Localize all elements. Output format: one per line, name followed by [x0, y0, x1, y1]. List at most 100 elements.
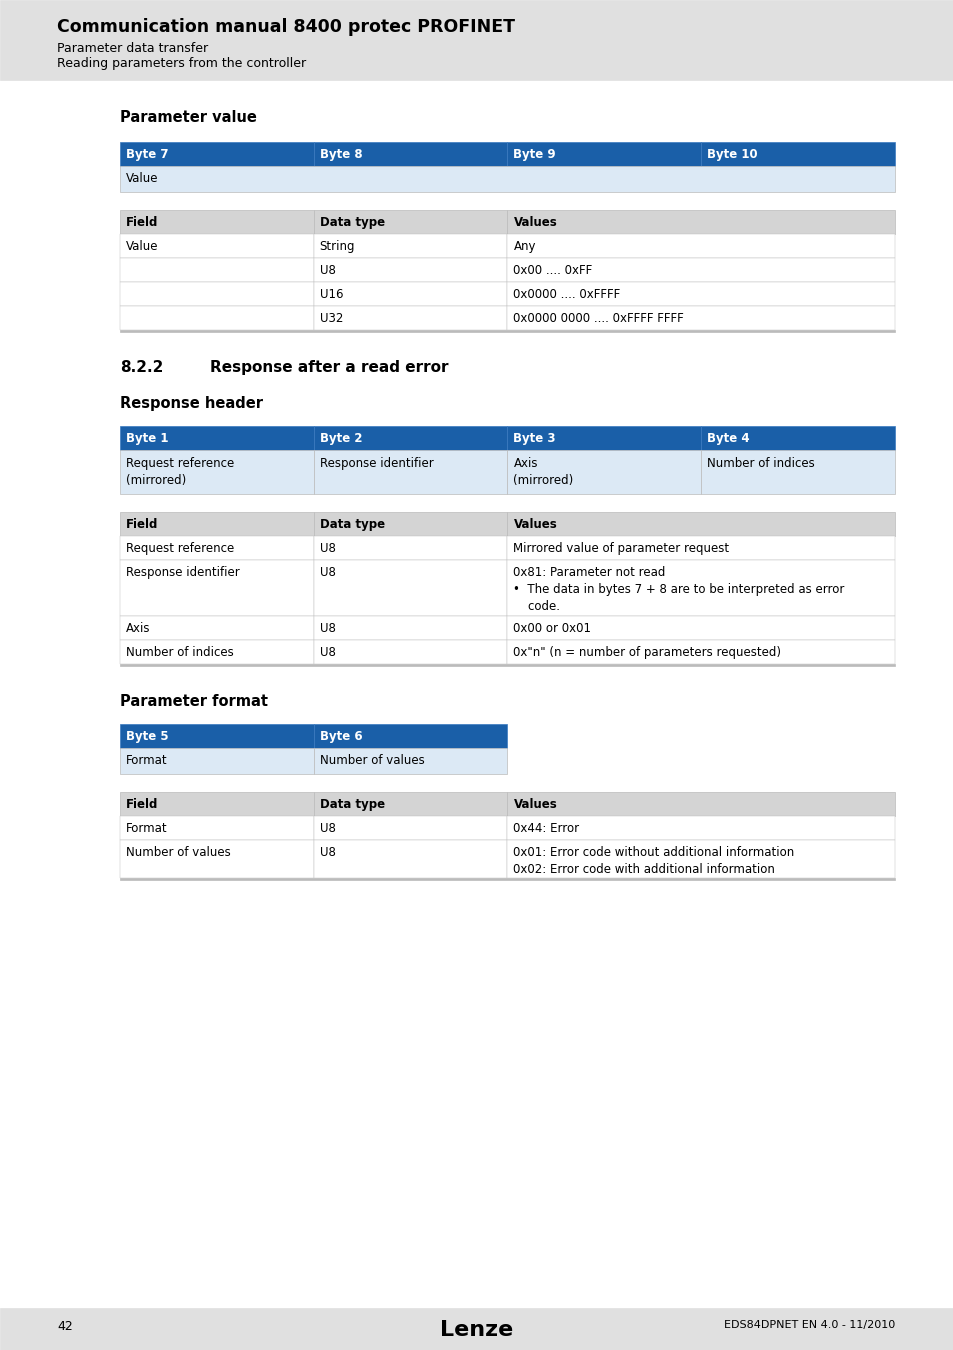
Bar: [314, 512, 507, 536]
Bar: [120, 792, 314, 815]
Text: Format: Format: [126, 822, 168, 836]
Bar: [314, 815, 507, 840]
Text: Byte 7: Byte 7: [126, 148, 169, 161]
Text: Byte 6: Byte 6: [319, 730, 362, 742]
Bar: [120, 450, 314, 494]
Text: U8: U8: [319, 541, 335, 555]
Text: Byte 5: Byte 5: [126, 730, 169, 742]
Bar: [120, 512, 314, 536]
Text: U8: U8: [319, 647, 335, 659]
Text: Request reference
(mirrored): Request reference (mirrored): [126, 458, 234, 487]
Text: Data type: Data type: [319, 518, 384, 531]
Bar: [120, 211, 314, 234]
Text: 42: 42: [57, 1320, 72, 1332]
Bar: [507, 815, 894, 840]
Text: Value: Value: [126, 171, 158, 185]
Text: Byte 8: Byte 8: [319, 148, 362, 161]
Text: U8: U8: [319, 846, 335, 859]
Bar: [314, 258, 507, 282]
Bar: [314, 724, 507, 748]
Bar: [120, 329, 894, 332]
Text: 0x44: Error: 0x44: Error: [513, 822, 579, 836]
Text: U8: U8: [319, 265, 335, 277]
Bar: [120, 560, 314, 616]
Text: Number of values: Number of values: [126, 846, 231, 859]
Bar: [120, 282, 314, 306]
Bar: [507, 306, 894, 329]
Bar: [314, 560, 507, 616]
Text: 0x01: Error code without additional information
0x02: Error code with additional: 0x01: Error code without additional info…: [513, 846, 794, 876]
Text: Response identifier: Response identifier: [126, 566, 239, 579]
Text: 0x00 or 0x01: 0x00 or 0x01: [513, 622, 591, 634]
Bar: [120, 724, 314, 748]
Text: Lenze: Lenze: [440, 1320, 513, 1341]
Text: 0x00 .... 0xFF: 0x00 .... 0xFF: [513, 265, 592, 277]
Bar: [314, 306, 507, 329]
Text: Field: Field: [126, 216, 158, 230]
Bar: [120, 840, 314, 878]
Text: String: String: [319, 240, 355, 252]
Bar: [507, 142, 700, 166]
Text: Field: Field: [126, 518, 158, 531]
Text: Response header: Response header: [120, 396, 263, 410]
Bar: [120, 306, 314, 329]
Bar: [314, 427, 507, 450]
Text: Axis
(mirrored): Axis (mirrored): [513, 458, 573, 487]
Bar: [0, 1308, 953, 1350]
Bar: [120, 616, 314, 640]
Text: Format: Format: [126, 755, 168, 767]
Text: Parameter value: Parameter value: [120, 109, 256, 126]
Bar: [507, 616, 894, 640]
Text: Byte 4: Byte 4: [706, 432, 749, 446]
Text: Number of indices: Number of indices: [126, 647, 233, 659]
Bar: [314, 792, 507, 815]
Bar: [120, 640, 314, 664]
Bar: [507, 282, 894, 306]
Bar: [507, 640, 894, 664]
Bar: [314, 748, 507, 774]
Text: Byte 9: Byte 9: [513, 148, 556, 161]
Text: Parameter data transfer: Parameter data transfer: [57, 42, 208, 55]
Bar: [314, 450, 507, 494]
Bar: [120, 166, 894, 192]
Bar: [120, 878, 894, 879]
Text: Values: Values: [513, 798, 557, 811]
Bar: [314, 142, 507, 166]
Bar: [507, 792, 894, 815]
Text: Byte 2: Byte 2: [319, 432, 362, 446]
Bar: [507, 211, 894, 234]
Text: Byte 1: Byte 1: [126, 432, 169, 446]
Text: Values: Values: [513, 518, 557, 531]
Text: Parameter format: Parameter format: [120, 694, 268, 709]
Bar: [314, 536, 507, 560]
Text: Axis: Axis: [126, 622, 151, 634]
Text: Field: Field: [126, 798, 158, 811]
Text: Communication manual 8400 protec PROFINET: Communication manual 8400 protec PROFINE…: [57, 18, 515, 36]
Bar: [507, 450, 700, 494]
Text: Any: Any: [513, 240, 536, 252]
Text: Response after a read error: Response after a read error: [210, 360, 448, 375]
Bar: [120, 427, 314, 450]
Bar: [120, 748, 314, 774]
Bar: [507, 234, 894, 258]
Bar: [700, 427, 894, 450]
Bar: [507, 536, 894, 560]
Text: Reading parameters from the controller: Reading parameters from the controller: [57, 57, 306, 70]
Text: 0x0000 .... 0xFFFF: 0x0000 .... 0xFFFF: [513, 288, 620, 301]
Text: Mirrored value of parameter request: Mirrored value of parameter request: [513, 541, 729, 555]
Text: Number of values: Number of values: [319, 755, 424, 767]
Bar: [314, 234, 507, 258]
Text: Data type: Data type: [319, 798, 384, 811]
Bar: [507, 840, 894, 878]
Bar: [700, 450, 894, 494]
Text: 0x81: Parameter not read
•  The data in bytes 7 + 8 are to be interpreted as err: 0x81: Parameter not read • The data in b…: [513, 566, 844, 613]
Text: Number of indices: Number of indices: [706, 458, 814, 470]
Text: Values: Values: [513, 216, 557, 230]
Bar: [314, 211, 507, 234]
Bar: [314, 640, 507, 664]
Bar: [0, 0, 953, 80]
Text: U32: U32: [319, 312, 343, 325]
Bar: [120, 258, 314, 282]
Bar: [507, 258, 894, 282]
Bar: [507, 560, 894, 616]
